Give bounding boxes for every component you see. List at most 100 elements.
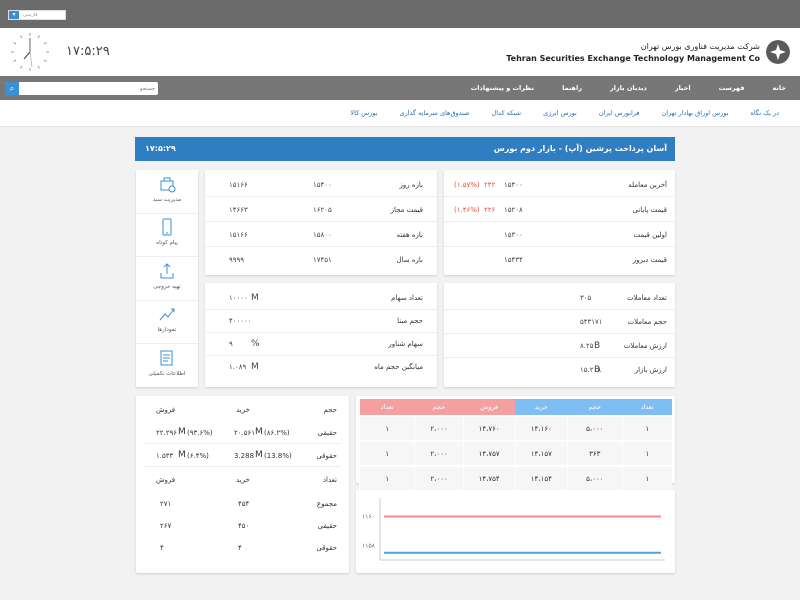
symbol-title: آسان پرداخت پرشین (آپ) - بازار دوم بورس: [493, 144, 667, 153]
nav-item[interactable]: دیدبان بازار: [610, 84, 647, 92]
order-book-cell: ۲،۰۰۰: [414, 465, 464, 490]
side-menu-item[interactable]: اطلاعات تکمیلی: [136, 344, 198, 387]
search-icon[interactable]: ⌕: [5, 82, 19, 95]
client-count-buy: ۴: [238, 544, 242, 552]
trade-value: ۸.۲۵: [580, 342, 594, 350]
order-book-cell: ۱۴،۷۵۴: [462, 465, 516, 490]
price-change-percent: (۱.۵۷%): [454, 181, 480, 189]
range-high: ۱۶۲۰۵: [313, 206, 332, 214]
trade-summary-card: تعداد معاملات ۳۰۵ حجم معاملات ۵۴۳۱۷۱ ارزش مع…: [444, 283, 675, 387]
stock-value: ۱.۰۸۹: [229, 363, 247, 371]
order-book-row: ۱ ۲،۰۰۰ ۱۴،۷۵۴ ۱۴،۱۵۴ ۵،۰۰۰ ۱: [358, 465, 672, 490]
range-row: قیمت مجاز ۱۶۲۰۵ ۱۴۶۶۳: [205, 199, 437, 222]
client-header-label: تعداد: [322, 476, 337, 484]
order-book-cell: ۱۴،۷۶۰: [462, 415, 516, 441]
client-row-label: حقیقی: [317, 429, 337, 437]
trade-row: ارزش بازار ۱۵.۲۰۸ B: [444, 359, 675, 381]
client-sell-percent: (۹۳.۶%): [187, 429, 213, 437]
side-menu-item[interactable]: پیام کوتاه: [136, 213, 198, 258]
client-count-sell: ۲۷۱: [160, 500, 172, 508]
side-menu-item[interactable]: تهیه خروجی: [136, 257, 198, 301]
client-header-label: حجم: [323, 406, 337, 414]
order-book-cell: ۱۴،۱۶۰: [514, 415, 568, 441]
range-high: ۱۵۸۰۰: [313, 231, 332, 239]
client-count-sell: ۲۶۷: [160, 522, 172, 530]
nav-item[interactable]: فهرست: [718, 84, 745, 92]
stock-value: ۴۰۰۰۰۰: [229, 317, 252, 325]
price-label: آخرین معامله: [628, 181, 667, 189]
subnav-link[interactable]: بورس اوراق بهادار تهران: [661, 109, 729, 117]
client-count-sell: ۴: [160, 544, 164, 552]
order-book-cell: ۱: [621, 415, 672, 441]
side-menu: مدیریت سبد پیام کوتاه تهیه خروجی نمودارها اط…: [136, 170, 198, 387]
price-row: اولین قیمت ۱۵۳۰۰: [444, 224, 675, 247]
stock-value: ۱۰۰۰۰: [229, 294, 248, 302]
range-row: بازه روز ۱۵۴۰۰ ۱۵۱۶۶: [205, 174, 437, 197]
side-menu-item[interactable]: مدیریت سبد: [136, 170, 198, 214]
nav-item[interactable]: اخبار: [674, 84, 691, 92]
stock-unit: M: [251, 362, 259, 372]
subnav-link[interactable]: بورس انرژی: [543, 109, 577, 117]
price-value: ۱۵۲۰۸: [504, 206, 523, 214]
client-count-buy: ۴۵۰: [238, 522, 250, 530]
order-book-cell: ۲،۰۰۰: [414, 415, 464, 441]
client-count-label: حقوقی: [316, 544, 337, 552]
stock-label: سهام شناور: [388, 340, 423, 348]
nav-item[interactable]: خانه: [772, 84, 786, 92]
range-low: ۱۵۱۶۶: [229, 181, 248, 189]
client-header-buy: خرید: [236, 476, 250, 484]
client-sell-unit: M: [178, 450, 186, 460]
trade-row: حجم معاملات ۵۴۳۱۷۱: [444, 311, 675, 334]
client-count-label: حقیقی: [317, 522, 337, 530]
stock-row: میانگین حجم ماه ۱.۰۸۹ M: [205, 356, 437, 378]
subnav-link[interactable]: شبکه کدال: [491, 109, 522, 117]
trade-unit: B: [594, 365, 601, 375]
stock-value: ۹: [229, 340, 233, 348]
side-menu-label: نمودارها: [157, 327, 177, 334]
language-select[interactable]: ▾ فارسی: [8, 10, 66, 20]
client-count-buy: ۴۵۴: [238, 500, 250, 508]
subnav-link[interactable]: فرابورس ایران: [598, 109, 640, 117]
side-menu-label: اطلاعات تکمیلی: [148, 370, 186, 377]
order-book-header-cell: فروش: [463, 399, 516, 416]
analog-clock-icon: [11, 33, 49, 71]
trade-value: ۱۵.۲۰۸: [580, 366, 602, 374]
order-book-cell: ۲،۰۰۰: [414, 440, 464, 466]
search-input[interactable]: [21, 82, 155, 95]
export-icon: [158, 262, 176, 280]
order-book-table: تعداد حجم فروش خرید حجم تعداد ۱ ۲،۰۰۰ ۱۴،۷۶۰ ۱۴،۱…: [358, 399, 672, 490]
trade-label: ارزش بازار: [634, 366, 667, 374]
price-change: ۲۲۶: [484, 206, 496, 214]
client-header-sell: فروش: [156, 476, 176, 484]
client-header-sell: فروش: [156, 406, 176, 414]
top-bar: ▾ فارسی: [0, 0, 800, 28]
chart-y-tick-label: ۱۱۶۰: [362, 514, 375, 521]
price-row: آخرین معامله ۱۵۴۰۰ ۲۴۲ (۱.۵۷%): [444, 174, 675, 197]
subnav-link[interactable]: در یک نگاه: [750, 109, 779, 117]
trade-row: ارزش معاملات ۸.۲۵ B: [444, 335, 675, 358]
range-row: بازه هفته ۱۵۸۰۰ ۱۵۱۶۶: [205, 224, 437, 247]
trade-row: تعداد معاملات ۳۰۵: [444, 287, 675, 310]
stock-unit: %: [251, 339, 260, 349]
price-row: قیمت پایانی ۱۵۲۰۸ ۲۲۶ (۱.۴۶%): [444, 199, 675, 222]
nav-item[interactable]: نظرات و پیشنهادات: [470, 84, 535, 92]
price-label: قیمت پایانی: [632, 206, 667, 214]
order-book-card: تعداد حجم فروش خرید حجم تعداد ۱ ۲،۰۰۰ ۱۴،۷۶۰ ۱۴،۱…: [356, 396, 675, 490]
subnav-link[interactable]: بورس کالا: [350, 109, 378, 117]
nav-item[interactable]: راهنما: [562, 84, 583, 92]
price-change-percent: (۱.۴۶%): [454, 206, 480, 214]
client-buy-percent: (13.8%): [264, 452, 292, 460]
range-low: ۹۹۹۹: [229, 256, 245, 264]
price-row: قیمت دیروز ۱۵۴۳۴: [444, 249, 675, 271]
mobile-icon: [158, 218, 176, 236]
order-book-header-cell: تعداد: [622, 399, 672, 416]
main-navbar: خانه فهرست اخبار دیدبان بازار راهنما نظرات و …: [0, 76, 800, 100]
side-menu-item[interactable]: نمودارها: [136, 300, 198, 345]
subnav-link[interactable]: صندوق‌های سرمایه گذاری: [399, 109, 470, 117]
client-buy-percent: (۸۶.۲%): [264, 429, 290, 437]
order-book-cell: ۵،۰۰۰: [566, 415, 623, 441]
trade-unit: B: [594, 341, 601, 351]
trade-label: حجم معاملات: [627, 318, 667, 326]
basket-icon: [158, 175, 176, 193]
side-menu-label: پیام کوتاه: [156, 240, 178, 247]
